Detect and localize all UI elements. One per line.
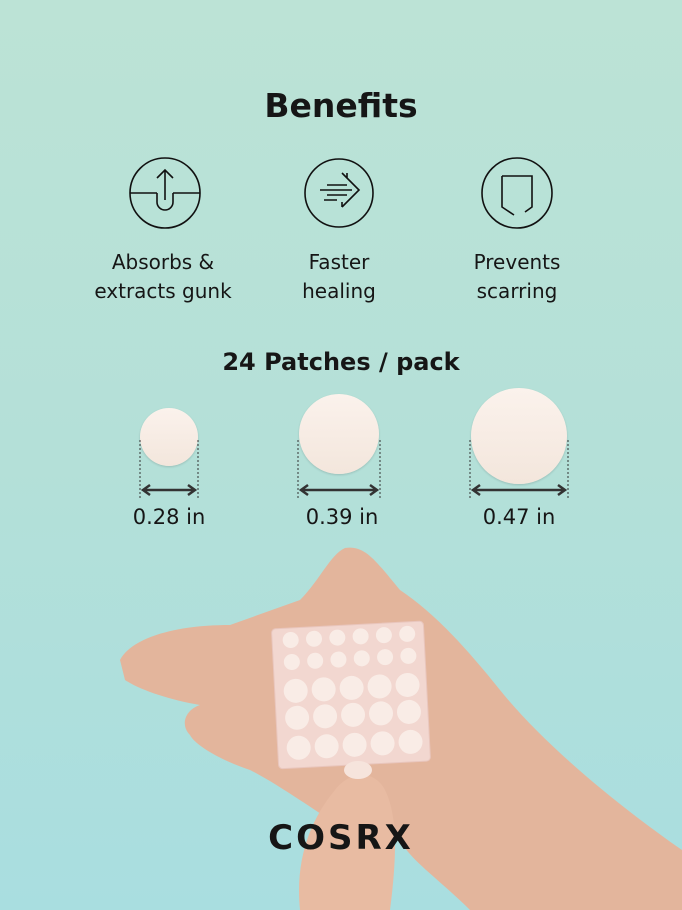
sheet-patch [282, 632, 299, 649]
sheet-patch [311, 677, 336, 702]
patch-large [471, 388, 567, 484]
size-label-small: 0.28 in [132, 505, 206, 529]
sheet-patch [342, 732, 367, 757]
sheet-patch [285, 705, 310, 730]
benefit-label-line1: Absorbs & [111, 250, 215, 274]
sheet-patch [399, 625, 416, 642]
sheet-patch [286, 735, 311, 760]
brand-logo: COSRX [268, 818, 414, 858]
sheet-patch [283, 678, 308, 703]
pack-count-label: 24 Patches / pack [222, 348, 460, 376]
benefit-label-line2: healing [302, 279, 376, 303]
benefit-label-line2: scarring [476, 279, 558, 303]
page-title: Benefits [264, 86, 418, 125]
sheet-patch [314, 734, 339, 759]
benefit-absorbs: Absorbs & extracts gunk [73, 248, 253, 306]
fast-arrow-icon [302, 156, 376, 230]
sheet-patch [341, 702, 366, 727]
sheet-patch [367, 674, 392, 699]
sheet-patch [396, 699, 421, 724]
sheet-patch [398, 729, 423, 754]
sheet-patch [395, 672, 420, 697]
benefit-prevents-scarring: Prevents scarring [427, 248, 607, 306]
sheet-patch [353, 650, 370, 667]
patch-medium [299, 394, 379, 474]
benefit-label-line1: Prevents [473, 250, 561, 274]
patch-sheet [282, 625, 423, 760]
size-label-large: 0.47 in [482, 505, 556, 529]
size-label-medium: 0.39 in [305, 505, 379, 529]
sheet-patch [313, 704, 338, 729]
sheet-patch [330, 651, 347, 668]
dimension-arrows [139, 440, 569, 498]
sheet-patch [283, 653, 300, 670]
sheet-patch [377, 649, 394, 666]
patch-small [140, 408, 198, 466]
sheet-patch [370, 731, 395, 756]
sheet-patch [307, 652, 324, 669]
benefit-faster-healing: Faster healing [249, 248, 429, 306]
sheet-patch [369, 701, 394, 726]
sheet-patch [400, 647, 417, 664]
sheet-patch [329, 629, 346, 646]
sheet-patch [352, 628, 369, 645]
sheet-patch [375, 627, 392, 644]
benefit-label-line1: Faster [308, 250, 370, 274]
benefit-label-line2: extracts gunk [94, 279, 232, 303]
sheet-patch [306, 630, 323, 647]
shield-icon [480, 156, 554, 230]
sheet-patch [339, 675, 364, 700]
absorb-arrow-icon [128, 156, 202, 230]
